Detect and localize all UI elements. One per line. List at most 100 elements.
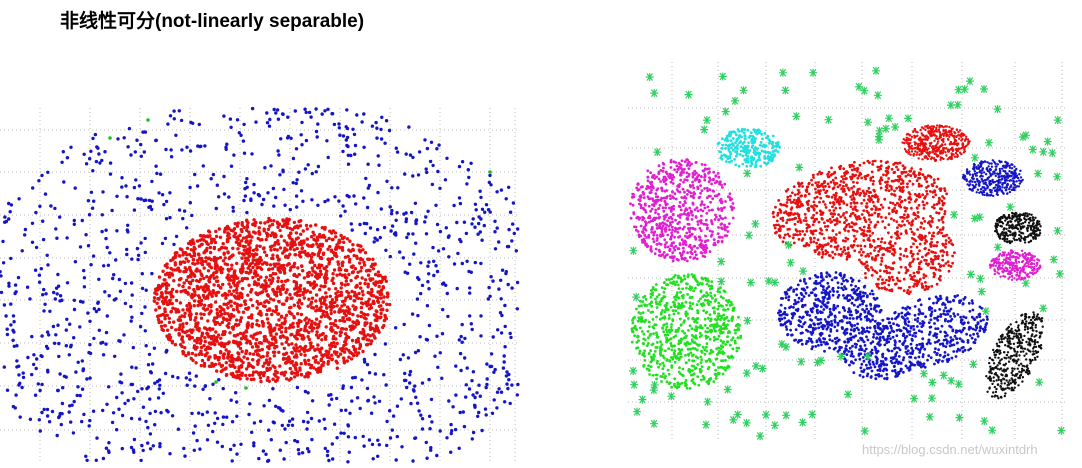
dot xyxy=(233,301,237,305)
dot xyxy=(235,400,239,404)
dot xyxy=(328,244,332,249)
dot xyxy=(700,200,704,204)
dot xyxy=(377,163,381,167)
dot xyxy=(403,270,407,274)
dot xyxy=(682,246,685,250)
dot xyxy=(319,358,323,363)
dot xyxy=(188,304,193,308)
dot xyxy=(410,312,415,316)
dot xyxy=(746,128,750,132)
dot xyxy=(362,260,366,264)
dot xyxy=(257,194,262,198)
dot xyxy=(675,257,679,261)
dot xyxy=(408,369,413,374)
dot xyxy=(644,210,648,214)
dot xyxy=(193,347,198,351)
dot xyxy=(197,296,202,300)
dot xyxy=(252,421,257,425)
dot xyxy=(214,330,218,334)
dot xyxy=(396,186,400,190)
dot xyxy=(255,306,259,310)
dot xyxy=(266,351,270,355)
dot xyxy=(339,214,343,218)
dot xyxy=(314,317,319,321)
dot xyxy=(377,304,382,308)
dot xyxy=(34,210,38,215)
dot xyxy=(191,328,195,332)
dot xyxy=(269,218,273,223)
dot xyxy=(654,192,658,196)
dot xyxy=(630,340,634,344)
dot xyxy=(664,206,667,210)
dot xyxy=(699,297,702,301)
dot xyxy=(217,195,221,199)
dot xyxy=(158,172,163,176)
dot xyxy=(711,189,715,193)
dot xyxy=(661,169,665,173)
dot xyxy=(276,239,280,243)
dot xyxy=(205,331,209,335)
dot xyxy=(169,310,173,314)
dot xyxy=(718,314,721,317)
dot xyxy=(678,317,682,321)
dot xyxy=(471,370,476,374)
dot xyxy=(232,227,237,231)
dot xyxy=(266,227,271,231)
dot xyxy=(704,345,708,349)
dot xyxy=(744,147,748,151)
dot xyxy=(634,225,638,229)
dot xyxy=(225,276,229,280)
dot xyxy=(287,217,291,222)
dot xyxy=(292,355,297,359)
dot xyxy=(460,261,464,266)
dot xyxy=(202,238,206,242)
dot xyxy=(187,337,192,341)
dot xyxy=(499,297,503,301)
dot xyxy=(389,212,394,216)
dot xyxy=(236,333,240,337)
dot xyxy=(237,251,241,255)
dot xyxy=(184,257,188,261)
dot xyxy=(425,304,430,308)
dot xyxy=(177,254,181,258)
dot xyxy=(294,282,299,286)
dot xyxy=(717,239,720,243)
dot xyxy=(689,194,693,198)
dot xyxy=(215,291,219,295)
dot xyxy=(16,275,21,280)
dot xyxy=(669,159,673,162)
dot xyxy=(235,307,239,312)
dot xyxy=(150,271,154,276)
dot xyxy=(359,331,364,335)
dot xyxy=(701,169,705,173)
dot xyxy=(284,377,289,381)
dot xyxy=(356,314,360,318)
dot xyxy=(720,240,724,244)
dot xyxy=(655,175,658,179)
dot xyxy=(387,128,392,133)
dot xyxy=(376,270,381,274)
dot xyxy=(515,307,519,311)
dot xyxy=(296,448,301,452)
dot xyxy=(704,250,708,254)
dot xyxy=(361,434,365,439)
dot xyxy=(708,229,712,233)
dot xyxy=(424,215,428,219)
dot xyxy=(646,245,649,249)
dot xyxy=(682,274,686,278)
dot xyxy=(261,197,266,202)
dot xyxy=(153,381,157,385)
dot xyxy=(299,352,303,356)
dot xyxy=(181,260,185,264)
dot xyxy=(38,388,42,393)
dot xyxy=(333,344,337,349)
dot xyxy=(652,233,656,237)
dot xyxy=(297,170,301,174)
dot xyxy=(189,248,194,252)
dot xyxy=(677,247,680,250)
dot xyxy=(320,112,324,116)
dot xyxy=(702,309,706,313)
dot xyxy=(673,168,676,172)
dot xyxy=(221,332,225,337)
dot xyxy=(459,334,463,339)
